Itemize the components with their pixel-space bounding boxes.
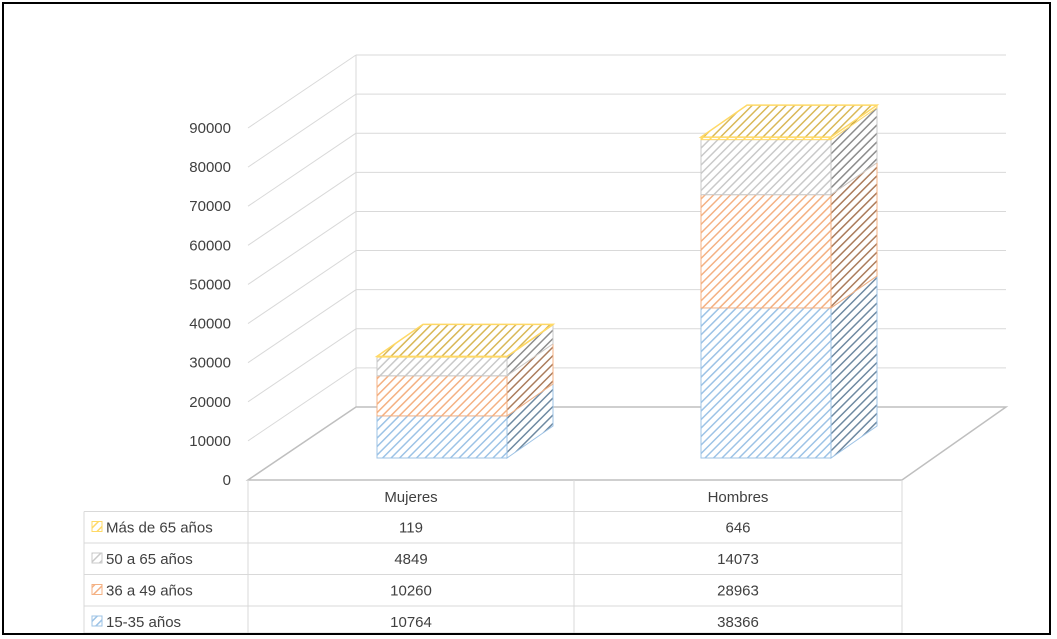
gridline bbox=[247, 132, 357, 207]
bar-segment bbox=[700, 161, 878, 309]
gridline bbox=[247, 54, 357, 129]
bar-segment bbox=[376, 382, 554, 459]
legend-key bbox=[91, 552, 103, 564]
legend-label: 15-35 años bbox=[106, 614, 181, 631]
table-cell: 38366 bbox=[717, 614, 759, 631]
y-tick-label: 60000 bbox=[189, 237, 231, 254]
bar-segment bbox=[374, 323, 556, 358]
legend-key bbox=[91, 521, 103, 532]
y-tick-label: 40000 bbox=[189, 316, 231, 333]
floor-plane bbox=[245, 406, 1009, 481]
bar-mujeres bbox=[374, 323, 556, 459]
table-header-hombres: Hombres bbox=[708, 489, 769, 506]
bar-hombres bbox=[698, 104, 880, 459]
bar-segment bbox=[700, 106, 878, 196]
gridline bbox=[247, 93, 357, 168]
bar-front bbox=[700, 139, 832, 196]
table-cell: 4849 bbox=[394, 551, 427, 568]
table-header-mujeres: Mujeres bbox=[384, 489, 437, 506]
y-tick-label: 0 bbox=[223, 472, 231, 489]
y-tick-label: 80000 bbox=[189, 159, 231, 176]
bar-top bbox=[374, 323, 556, 358]
gridlines bbox=[247, 54, 1006, 481]
bar-front bbox=[376, 356, 508, 377]
legend-label: Más de 65 años bbox=[106, 520, 213, 537]
bar-front bbox=[376, 375, 508, 417]
y-axis: 0 10000 20000 30000 40000 50000 60000 70000 8000… bbox=[189, 120, 231, 489]
table-cell: 119 bbox=[399, 520, 423, 537]
y-tick-label: 50000 bbox=[189, 276, 231, 293]
table-cell: 646 bbox=[725, 520, 750, 537]
bar-segment bbox=[698, 104, 880, 141]
table-cell: 10260 bbox=[390, 583, 432, 600]
y-tick-label: 20000 bbox=[189, 394, 231, 411]
y-tick-label: 90000 bbox=[189, 120, 231, 137]
y-tick-label: 10000 bbox=[189, 433, 231, 450]
gridline bbox=[247, 171, 357, 246]
gridline bbox=[247, 328, 357, 403]
legend-key bbox=[91, 584, 103, 595]
y-tick-label: 30000 bbox=[189, 355, 231, 372]
y-tick-label: 70000 bbox=[189, 198, 231, 215]
bars bbox=[374, 104, 880, 459]
table-cell: 14073 bbox=[717, 551, 759, 568]
gridline bbox=[247, 211, 357, 285]
bar-front bbox=[700, 307, 832, 459]
legend-label: 36 a 49 años bbox=[106, 583, 193, 600]
legend-label: 50 a 65 años bbox=[106, 551, 193, 568]
legend-key bbox=[91, 615, 103, 627]
bar-top bbox=[698, 104, 880, 138]
bar-front bbox=[376, 415, 508, 459]
bar-segment bbox=[700, 274, 878, 459]
bar-front bbox=[700, 194, 832, 309]
data-table: Mujeres Hombres Más de 65 años 119 646 50 a 6… bbox=[83, 480, 903, 633]
stacked-3d-bar-chart: 0 10000 20000 30000 40000 50000 60000 70000 8000… bbox=[83, 54, 1009, 633]
bar-segment bbox=[376, 342, 554, 417]
table-cell: 10764 bbox=[390, 614, 432, 631]
chart-floor bbox=[245, 406, 1009, 481]
gridline bbox=[247, 289, 357, 364]
gridline bbox=[247, 367, 357, 442]
gridline bbox=[247, 250, 357, 324]
table-cell: 28963 bbox=[717, 583, 759, 600]
